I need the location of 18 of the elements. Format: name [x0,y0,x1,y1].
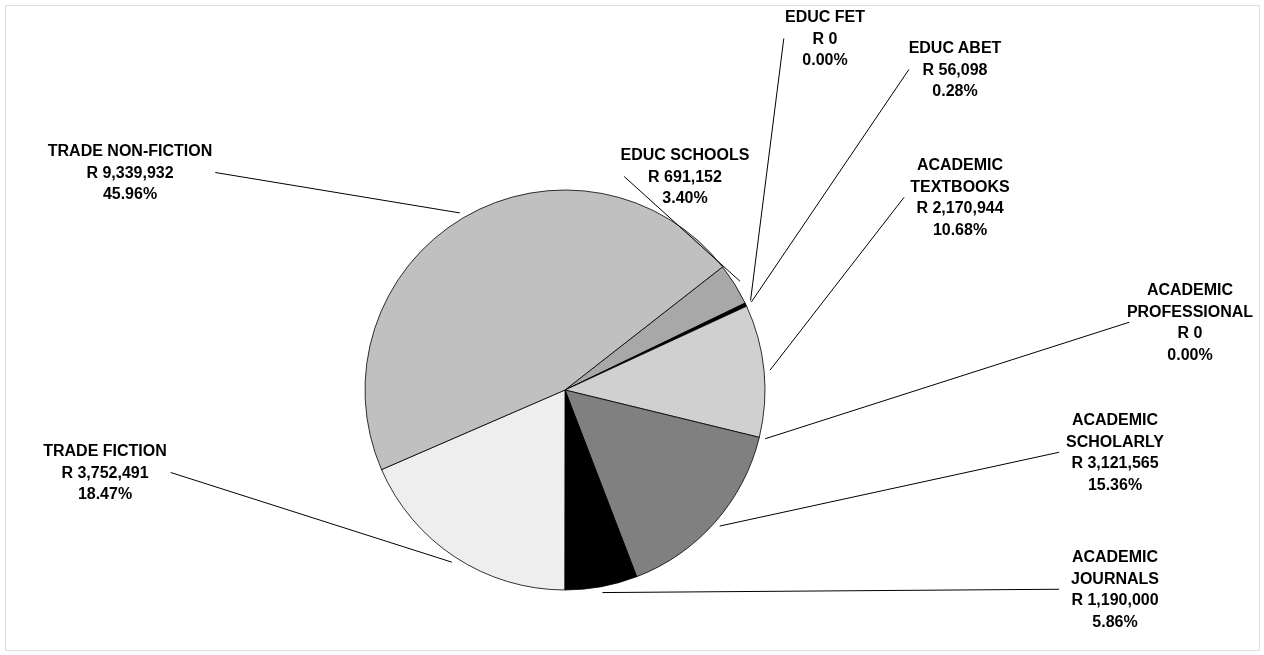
category-label: ACADEMIC PROFESSIONAL [1126,281,1254,320]
slice-label: ACADEMIC TEXTBOOKS [910,156,1011,195]
data-label: R 691,152 3.40% [648,167,723,206]
slice-label: EDUC ABET [908,39,1002,56]
category-label: EDUC FET [785,8,865,25]
data-label: R 56,098 0.28% [922,60,988,99]
slice-label: TRADE NON-FICTION [47,142,213,159]
data-label: R 2,170,944 10.68% [916,199,1004,238]
data-label: R 9,339,932 45.96% [86,163,174,202]
text: R 0 0.00% [802,29,848,68]
data-label: R 3,752,491 18.47% [61,463,149,502]
slice-label: ACADEMIC JOURNALS [1070,548,1160,587]
data-label: R 1,190,000 5.86% [1071,591,1159,630]
slice-label: EDUC SCHOOLS [620,146,750,163]
slice-label: ACADEMIC SCHOLARLY [1065,411,1165,450]
text: R 0 0.00% [1167,324,1213,363]
slice-label: TRADE FICTION [43,442,167,459]
data-label: R 3,121,565 15.36% [1071,454,1159,493]
